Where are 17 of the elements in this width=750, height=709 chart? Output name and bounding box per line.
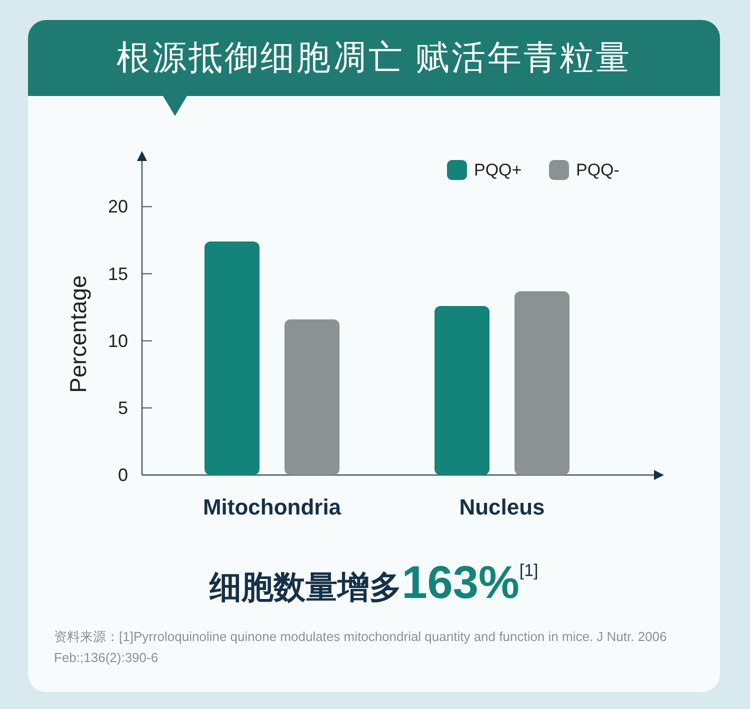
y-axis-title: Percentage [65,275,91,393]
bar [204,242,260,475]
legend-label: PQQ- [576,160,620,180]
text: 资料来源：[1]Pyrroloquinoline quinone modulates mitochondrial quantity and function in mice. J Nutr. 2006 Feb:;136(2):390-6 [54,628,668,667]
y-tick-label: 15 [108,264,128,284]
y-tick-label: 10 [108,330,128,351]
x-tick-label: Nucleus [459,494,545,520]
bar [284,319,340,475]
chart-title: 根源抵御细胞凋亡 赋活年青粒量 [28,20,720,96]
x-tick-label: Mitochondria [202,494,342,520]
y-tick-label: 5 [118,398,128,418]
bar [514,291,570,475]
y-tick-label: 0 [118,465,128,485]
legend-label: PQQ+ [474,160,522,180]
y-tick-label: 20 [108,196,128,217]
text: 细胞数量增多163%$^{[1]}$ [208,555,540,610]
bar [434,306,490,475]
